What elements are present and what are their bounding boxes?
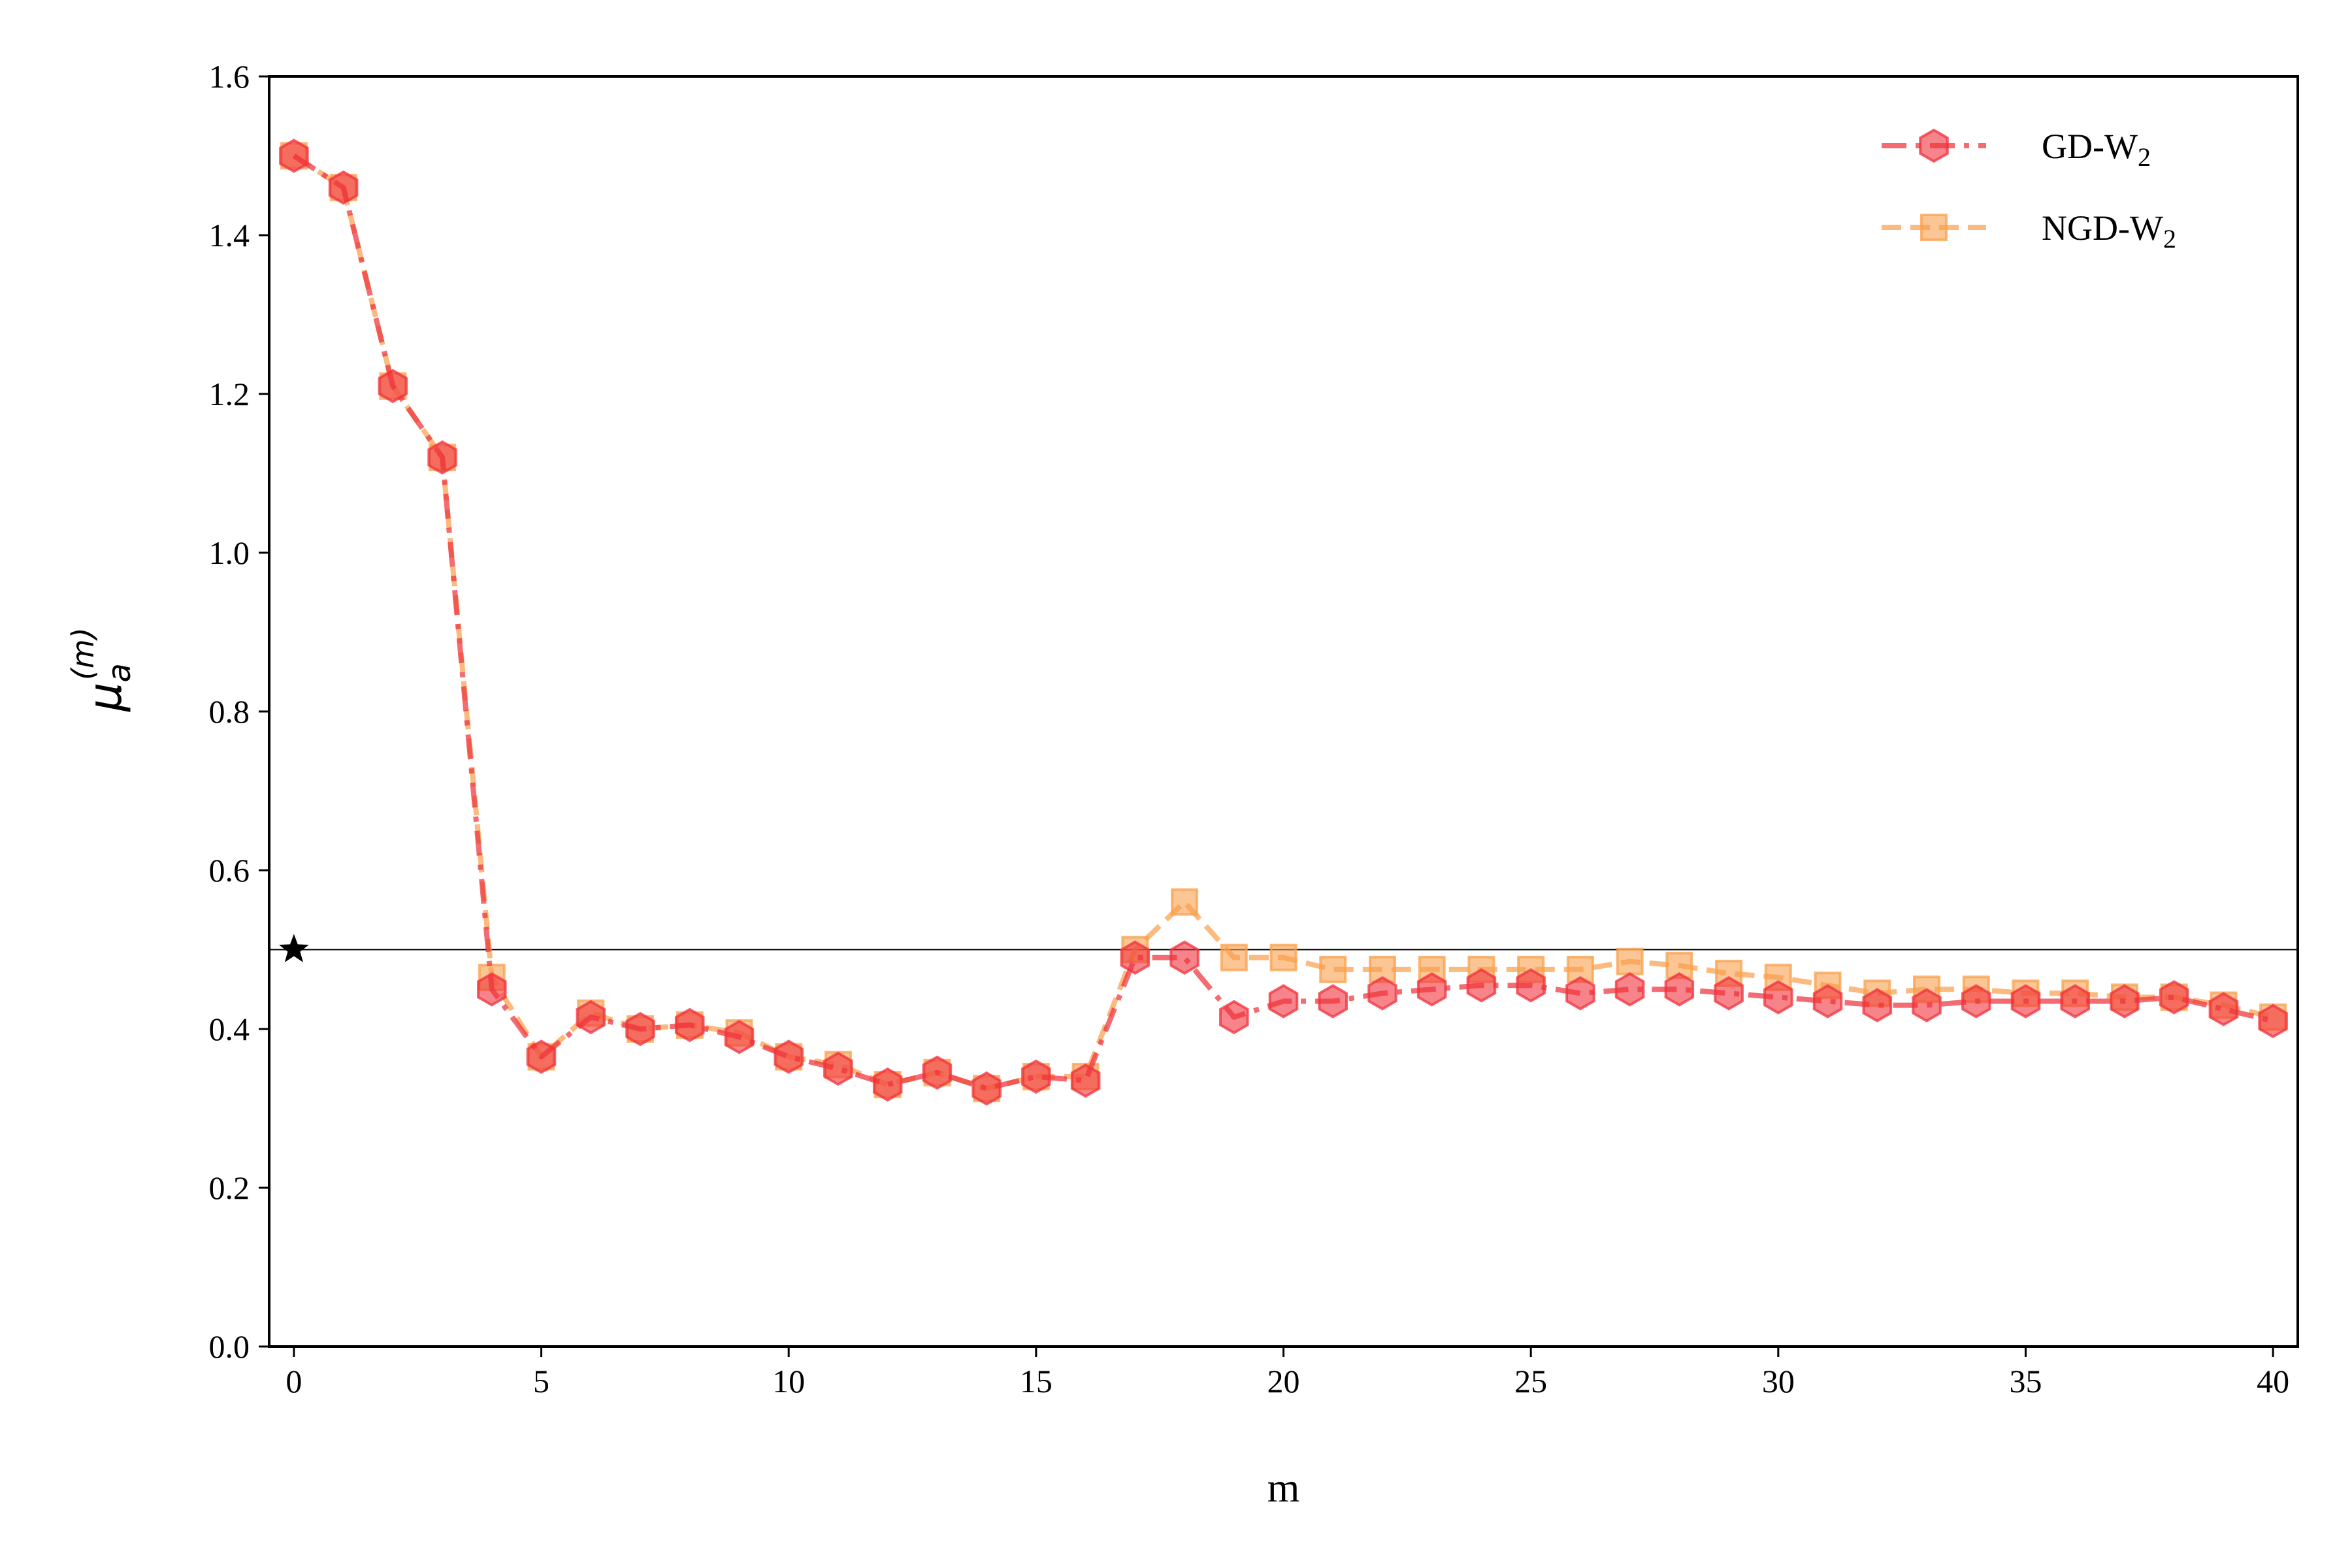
data-point (1268, 984, 1299, 1019)
data-point (1912, 988, 1942, 1022)
x-axis-label: m (1267, 1464, 1300, 1511)
x-tick-label: 35 (2009, 1363, 2042, 1399)
legend-label-subscript: 2 (2138, 142, 2151, 172)
x-tick-label: 0 (286, 1363, 302, 1399)
data-point (1614, 972, 1645, 1007)
legend-label-name: NGD-W (2042, 208, 2163, 248)
y-tick-label: 0.2 (209, 1169, 250, 1206)
y-tick-label: 0.8 (209, 693, 250, 730)
data-point (972, 1071, 1002, 1106)
data-point (477, 972, 507, 1007)
data-point (2258, 1004, 2288, 1039)
data-point (1416, 972, 1447, 1007)
y-tick-label: 0.4 (209, 1011, 250, 1047)
data-point (328, 170, 359, 205)
legend-marker (1919, 128, 1949, 163)
x-tick-label: 15 (1020, 1363, 1053, 1399)
x-tick-label: 30 (1762, 1363, 1795, 1399)
data-point (1169, 940, 1200, 975)
y-axis-label-base: μ (78, 682, 132, 712)
data-point (1616, 947, 1644, 975)
x-tick-label: 40 (2257, 1363, 2289, 1399)
data-point (279, 139, 309, 173)
data-point (1070, 1063, 1101, 1098)
data-point (2208, 992, 2239, 1026)
data-point (2110, 984, 2140, 1019)
x-tick-label: 10 (772, 1363, 805, 1399)
data-point (625, 1011, 655, 1047)
data-point (576, 1000, 606, 1035)
data-point (823, 1051, 853, 1086)
data-point (1516, 968, 1546, 1003)
data-point (1763, 980, 1793, 1015)
x-tick-label: 5 (533, 1363, 549, 1399)
data-point (724, 1019, 755, 1054)
legend-label: GD-W2 (2042, 127, 2151, 172)
data-point (1220, 943, 1248, 972)
data-point (378, 368, 408, 404)
y-axis-label-subscript: a (101, 663, 138, 682)
data-point (674, 1007, 705, 1043)
data-point (1862, 988, 1893, 1022)
legend-label-name: GD-W (2042, 127, 2138, 166)
data-point (1318, 984, 1348, 1019)
data-point (872, 1067, 903, 1102)
y-tick-label: 0.6 (209, 852, 250, 889)
data-point (2159, 980, 2189, 1015)
legend-item-gd-w2: GD-W2 (1882, 127, 2151, 172)
y-tick-label: 0.0 (209, 1328, 250, 1365)
data-point (774, 1039, 804, 1074)
true-value-star (279, 934, 309, 962)
legend-marker (1920, 214, 1948, 241)
y-axis-label: μa(m) (65, 627, 138, 712)
y-tick-label: 1.2 (209, 376, 250, 412)
data-point (1565, 975, 1595, 1011)
data-point (1269, 943, 1298, 972)
legend-label: NGD-W2 (2042, 208, 2176, 253)
y-tick-label: 1.4 (209, 217, 250, 253)
legend-item-ngd-w2: NGD-W2 (1882, 208, 2176, 253)
x-tick-label: 20 (1267, 1363, 1300, 1399)
data-point (2060, 984, 2090, 1019)
data-point (1714, 975, 1744, 1011)
data-point (1812, 984, 1843, 1019)
legend-label-subscript: 2 (2163, 224, 2176, 253)
data-point (1664, 972, 1695, 1007)
data-point (427, 440, 457, 475)
data-point (922, 1055, 953, 1090)
data-point (1120, 940, 1151, 975)
data-point (1466, 968, 1497, 1003)
data-point (1319, 955, 1347, 983)
y-tick-label: 1.6 (209, 58, 250, 95)
series-gd-w2 (279, 139, 2288, 1106)
data-point (526, 1039, 557, 1074)
data-point (1171, 888, 1199, 916)
y-axis-label-superscript: (m) (65, 627, 101, 680)
data-point (1367, 975, 1397, 1011)
y-tick-label: 1.0 (209, 534, 250, 571)
x-tick-label: 25 (1514, 1363, 1547, 1399)
data-point (2010, 984, 2041, 1019)
data-point (1219, 1000, 1249, 1035)
data-point (1961, 984, 1991, 1019)
data-point (1021, 1059, 1051, 1094)
